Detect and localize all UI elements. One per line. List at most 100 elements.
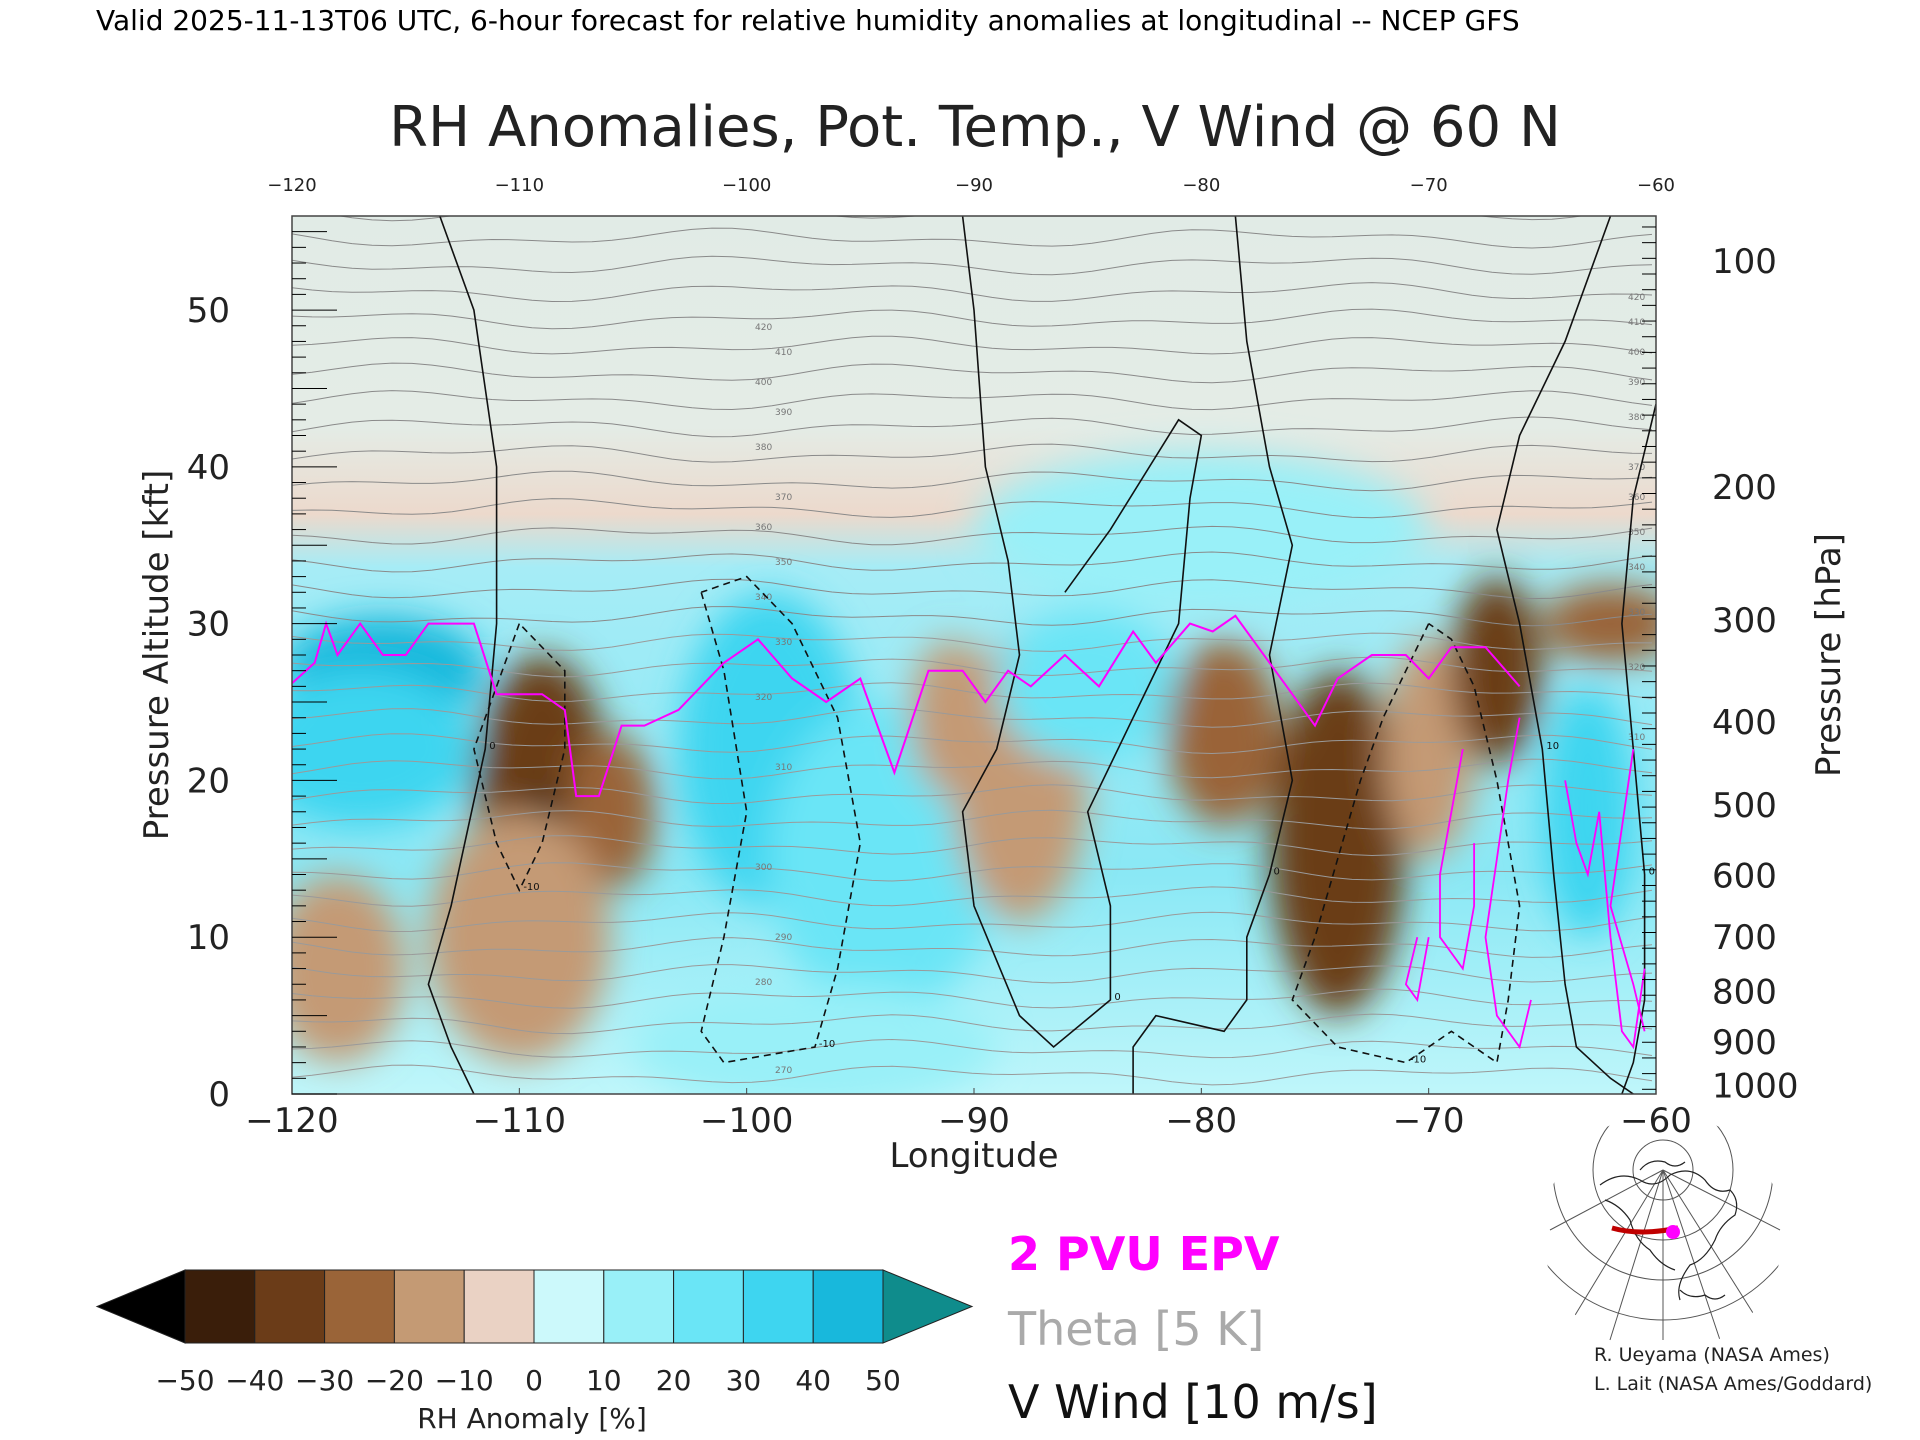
y-right-tick-label: 300 bbox=[1712, 601, 1777, 641]
theta-label-right-370: 370 bbox=[1628, 463, 1645, 473]
theta-label-right-360: 360 bbox=[1628, 493, 1645, 503]
x-top-tick-label: −80 bbox=[1182, 175, 1220, 196]
theta-label-right-390: 390 bbox=[1628, 378, 1645, 388]
colorbar-bin-0 bbox=[184, 1269, 256, 1344]
colorbar-label: RH Anomaly [%] bbox=[417, 1402, 647, 1435]
colorbar-bin-1 bbox=[254, 1269, 326, 1344]
x-tick-label: −110 bbox=[473, 1101, 566, 1141]
x-top-tick-label: −70 bbox=[1410, 175, 1448, 196]
theta-line-32 bbox=[292, 227, 1653, 249]
axes: −120 −110 −100 −90 −80 −70 −60 −120 −110 −100 −90 −… bbox=[137, 175, 1849, 1176]
theta-line-26 bbox=[292, 390, 1653, 411]
y-tick-label: 40 bbox=[187, 448, 230, 488]
theta-line-4 bbox=[292, 964, 1653, 984]
theta-label-420: 420 bbox=[755, 323, 772, 333]
vwind-label-1: -10 bbox=[523, 882, 539, 893]
theta-line-25 bbox=[292, 416, 1653, 438]
colorbar-tick-label: 40 bbox=[795, 1364, 831, 1397]
theta-line-7 bbox=[292, 886, 1653, 907]
colorbar-tick-label: 30 bbox=[726, 1364, 762, 1397]
y-tick-label: 0 bbox=[208, 1075, 230, 1115]
colorbar-tick-label: 10 bbox=[586, 1364, 622, 1397]
theta-line-2 bbox=[292, 1013, 1653, 1035]
rh-anomaly-region-12 bbox=[1167, 639, 1281, 828]
y-right-tick-label: 700 bbox=[1712, 918, 1777, 958]
epv-2pvu-fragment-1 bbox=[1484, 717, 1532, 1050]
theta-line-29 bbox=[292, 308, 1653, 330]
vwind-label-0: 0 bbox=[489, 741, 495, 752]
colorbar-tick-label: −40 bbox=[225, 1364, 284, 1397]
vwind-contour-5 bbox=[1291, 622, 1521, 1064]
colorbar-bin-2 bbox=[324, 1269, 395, 1344]
y-right-tick-label: 100 bbox=[1712, 242, 1777, 282]
theta-line-0 bbox=[292, 1064, 1653, 1086]
theta-label-380: 380 bbox=[755, 443, 772, 453]
rh-anomaly-region-19 bbox=[974, 451, 1429, 608]
x-tick-label: −70 bbox=[1393, 1101, 1465, 1141]
theta-label-right-320: 320 bbox=[1628, 663, 1645, 673]
theta-label-right-420: 420 bbox=[1628, 293, 1645, 303]
theta-line-16 bbox=[292, 656, 1653, 678]
x-top-tick-label: −120 bbox=[267, 175, 316, 196]
y-tick-label: 50 bbox=[187, 291, 230, 331]
colorbar-tick-label: −30 bbox=[295, 1364, 354, 1397]
vwind-label-4: 0 bbox=[1274, 867, 1280, 878]
theta-label-right-380: 380 bbox=[1628, 413, 1645, 423]
y-right-tick-label: 600 bbox=[1712, 857, 1777, 897]
theta-label-right-410: 410 bbox=[1628, 318, 1645, 328]
theta-line-3 bbox=[292, 988, 1653, 1009]
legend-theta: Theta [5 K] bbox=[1007, 1302, 1264, 1356]
theta-label-320: 320 bbox=[755, 693, 772, 703]
theta-line-11 bbox=[292, 784, 1653, 804]
legend-vwind: V Wind [10 m/s] bbox=[1008, 1375, 1378, 1429]
x-top-tick-label: −100 bbox=[722, 175, 771, 196]
theta-line-21 bbox=[292, 525, 1653, 546]
valid-line: Valid 2025-11-13T06 UTC, 6-hour forecast… bbox=[96, 4, 1520, 37]
vwind-contour-3 bbox=[961, 216, 1203, 1049]
epv-2pvu-fragment-4 bbox=[1404, 936, 1430, 1003]
x-tick-label: −100 bbox=[700, 1101, 793, 1141]
rh-anomaly-region-6 bbox=[428, 811, 611, 1063]
x-top-tick-label: −90 bbox=[955, 175, 993, 196]
theta-label-390: 390 bbox=[775, 408, 792, 418]
colorbar: −50 −40 −30 −20 −10 0 10 20 30 40 50 bbox=[95, 1269, 974, 1397]
theta-line-31 bbox=[292, 255, 1653, 276]
vwind-contours: 0 -10 -10 0 0 -10 10 0 bbox=[427, 216, 1656, 1094]
theta-line-10 bbox=[292, 809, 1653, 830]
rh-anomaly-region-11 bbox=[996, 607, 1179, 765]
y-axis-label-left: Pressure Altitude [kft] bbox=[137, 470, 177, 841]
epv-2pvu-fragment-2 bbox=[1564, 780, 1646, 1050]
vwind-label-6: 10 bbox=[1546, 741, 1559, 752]
globe-map-icon bbox=[1543, 1113, 1783, 1341]
chart-title: RH Anomalies, Pot. Temp., V Wind @ 60 N bbox=[389, 95, 1561, 160]
colorbar-tick-label: −50 bbox=[155, 1364, 214, 1397]
rh-anomaly-region-2 bbox=[292, 874, 406, 1063]
vwind-contour-4 bbox=[1132, 216, 1294, 1094]
rh-anomaly-region-5 bbox=[564, 733, 656, 891]
rh-anomaly-field bbox=[292, 451, 1656, 1094]
credit-line-2: L. Lait (NASA Ames/Goddard) bbox=[1594, 1373, 1872, 1395]
theta-label-330: 330 bbox=[775, 638, 792, 648]
theta-line-19 bbox=[292, 578, 1653, 600]
vwind-contour-1 bbox=[473, 623, 566, 893]
vwind-contour-2 bbox=[700, 575, 862, 1064]
theta-line-24 bbox=[292, 443, 1653, 463]
theta-line-14 bbox=[292, 707, 1653, 728]
theta-line-20 bbox=[292, 551, 1653, 573]
colorbar-tick-label: −10 bbox=[435, 1364, 494, 1397]
vwind-label-7: 0 bbox=[1649, 867, 1655, 878]
theta-line-17 bbox=[292, 632, 1653, 652]
x-tick-label: −120 bbox=[245, 1101, 338, 1141]
theta-line-18 bbox=[292, 606, 1653, 627]
y-axis-label-right: Pressure [hPa] bbox=[1809, 533, 1849, 777]
theta-label-370: 370 bbox=[775, 493, 792, 503]
rh-anomaly-region-17 bbox=[1542, 686, 1634, 938]
y-tick-label: 10 bbox=[187, 918, 230, 958]
epv-2pvu-fragment-3 bbox=[1609, 748, 1646, 1032]
colorbar-tick-label: 20 bbox=[656, 1364, 692, 1397]
theta-line-6 bbox=[292, 911, 1653, 933]
theta-label-350: 350 bbox=[775, 558, 792, 568]
theta-line-15 bbox=[292, 682, 1653, 702]
theta-label-400: 400 bbox=[755, 378, 772, 388]
credit-line-1: R. Ueyama (NASA Ames) bbox=[1594, 1344, 1830, 1366]
